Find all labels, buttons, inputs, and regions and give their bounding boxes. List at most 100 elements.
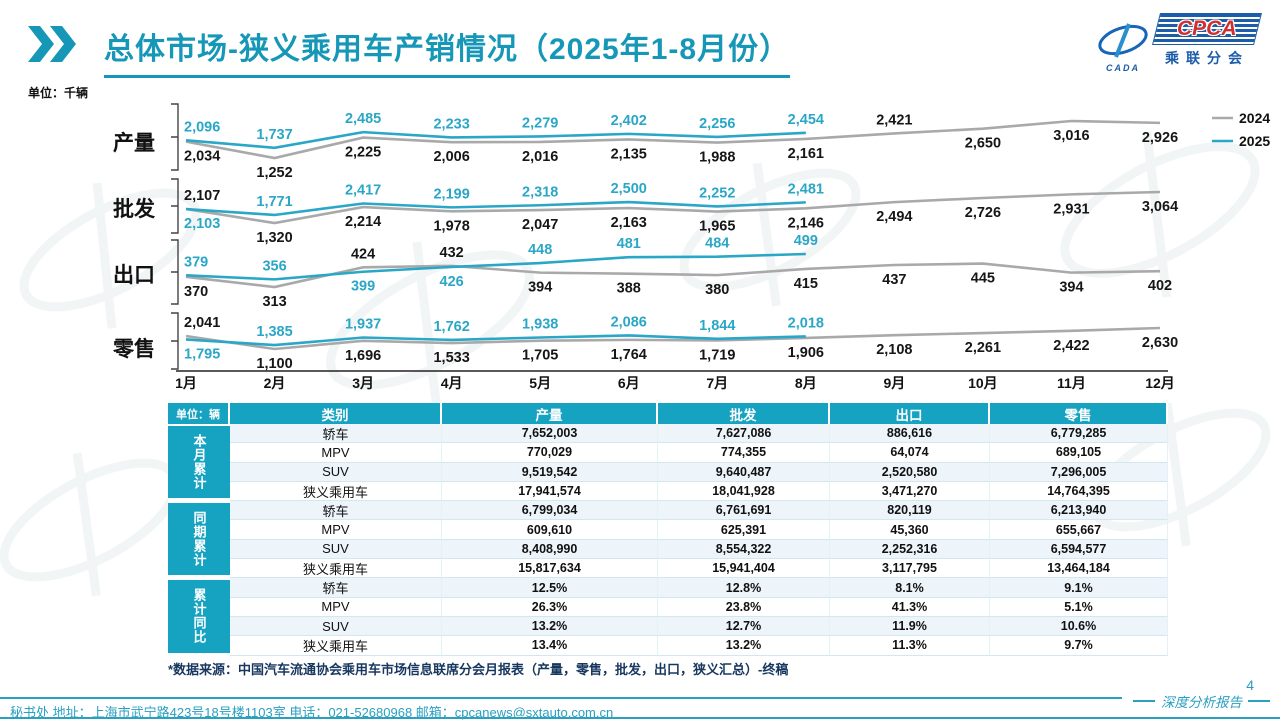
- point-label: 379: [184, 254, 208, 270]
- value-cell: 12.8%: [658, 578, 830, 598]
- category-cell: 狭义乘用车: [230, 636, 442, 656]
- point-label: 2,161: [788, 146, 824, 162]
- value-cell: 7,296,005: [990, 462, 1168, 482]
- line-2024: [185, 119, 1161, 160]
- title-chevron-icon: [28, 26, 76, 62]
- line-2025: [185, 252, 806, 281]
- value-cell: 609,610: [442, 520, 658, 540]
- category-cell: 狭义乘用车: [230, 481, 442, 502]
- table-section-label: 同期累计: [168, 501, 230, 579]
- x-axis-label: 2月: [264, 375, 286, 391]
- point-label: 2,494: [876, 209, 912, 225]
- point-label: 2,256: [699, 116, 735, 132]
- point-label: 1,762: [433, 319, 469, 335]
- page-number: 4: [1246, 677, 1254, 693]
- point-label: 1,771: [256, 194, 292, 210]
- point-label: 1,705: [522, 348, 558, 364]
- category-cell: SUV: [230, 539, 442, 560]
- report-label-dash: [1248, 700, 1270, 702]
- cpca-subtitle: 乘联分会: [1165, 50, 1249, 66]
- value-cell: 11.3%: [830, 636, 990, 656]
- value-cell: 12.5%: [442, 578, 658, 598]
- point-label: 2,041: [184, 315, 220, 331]
- point-label: 2,252: [699, 185, 735, 201]
- value-cell: 41.3%: [830, 597, 990, 617]
- point-label: 313: [262, 294, 286, 310]
- value-cell: 7,627,086: [658, 424, 830, 444]
- point-label: 2,103: [184, 216, 220, 232]
- point-label: 1,906: [788, 345, 824, 361]
- point-label: 2,086: [611, 314, 647, 330]
- x-axis-label: 8月: [795, 375, 817, 391]
- point-label: 2,422: [1053, 338, 1089, 354]
- category-cell: SUV: [230, 616, 442, 637]
- table-section-label: 累计同比: [168, 578, 230, 656]
- point-label: 2,926: [1142, 130, 1178, 146]
- point-label: 356: [262, 258, 286, 274]
- line-2024: [185, 262, 1161, 289]
- value-cell: 64,074: [830, 443, 990, 463]
- table-column-header: 零售: [990, 403, 1168, 424]
- point-label: 3,016: [1053, 128, 1089, 144]
- point-label: 2,199: [433, 186, 469, 202]
- row-label: 零售: [112, 337, 155, 361]
- point-label: 399: [351, 279, 375, 295]
- bottom-divider: [0, 717, 1280, 719]
- x-axis-label: 9月: [883, 375, 905, 391]
- point-label: 484: [705, 236, 729, 252]
- value-cell: 13.4%: [442, 636, 658, 656]
- point-label: 1,937: [345, 317, 381, 333]
- point-label: 1,938: [522, 316, 558, 332]
- point-label: 2,146: [788, 215, 824, 231]
- point-label: 2,096: [184, 119, 220, 135]
- line-2024: [185, 326, 1161, 351]
- x-axis-label: 1月: [175, 375, 197, 391]
- point-label: 3,064: [1142, 199, 1178, 215]
- point-label: 2,650: [965, 136, 1001, 152]
- legend-label: 2025: [1239, 133, 1270, 149]
- value-cell: 886,616: [830, 424, 990, 444]
- category-cell: 狭义乘用车: [230, 559, 442, 579]
- point-label: 394: [528, 280, 552, 296]
- cada-logo-mark: CADA: [1096, 21, 1150, 73]
- value-cell: 6,761,691: [658, 501, 830, 521]
- value-cell: 689,105: [990, 443, 1168, 463]
- point-label: 2,318: [522, 184, 558, 200]
- point-label: 380: [705, 282, 729, 298]
- value-cell: 13.2%: [442, 616, 658, 637]
- value-cell: 23.8%: [658, 597, 830, 617]
- legend-label: 2024: [1239, 110, 1270, 126]
- value-cell: 8,554,322: [658, 539, 830, 560]
- value-cell: 12.7%: [658, 616, 830, 637]
- x-axis-label: 6月: [618, 375, 640, 391]
- value-cell: 14,764,395: [990, 481, 1168, 502]
- point-label: 2,225: [345, 145, 381, 161]
- point-label: 1,764: [611, 347, 647, 363]
- point-label: 1,385: [256, 324, 292, 340]
- row-axis-bracket: [171, 312, 179, 370]
- table-column-header: 出口: [830, 403, 990, 424]
- value-cell: 2,520,580: [830, 462, 990, 482]
- point-label: 2,402: [611, 113, 647, 129]
- point-label: 370: [184, 284, 208, 300]
- point-label: 1,737: [256, 127, 292, 143]
- point-label: 1,965: [699, 219, 735, 235]
- point-label: 2,016: [522, 149, 558, 165]
- value-cell: 3,117,795: [830, 559, 990, 579]
- row-label: 产量: [113, 131, 155, 155]
- category-cell: 轿车: [230, 424, 442, 444]
- value-cell: 18,041,928: [658, 481, 830, 502]
- point-label: 424: [351, 246, 375, 262]
- point-label: 2,107: [184, 188, 220, 204]
- point-label: 388: [617, 281, 641, 297]
- category-cell: 轿车: [230, 578, 442, 598]
- report-type-label: 深度分析报告: [1133, 691, 1270, 711]
- value-cell: 625,391: [658, 520, 830, 540]
- page-title: 总体市场-狭义乘用车产销情况（2025年1-8月份）: [104, 24, 791, 78]
- point-label: 437: [882, 272, 906, 288]
- value-cell: 655,667: [990, 520, 1168, 540]
- point-label: 2,163: [611, 215, 647, 231]
- point-label: 499: [794, 233, 818, 249]
- value-cell: 6,594,577: [990, 539, 1168, 560]
